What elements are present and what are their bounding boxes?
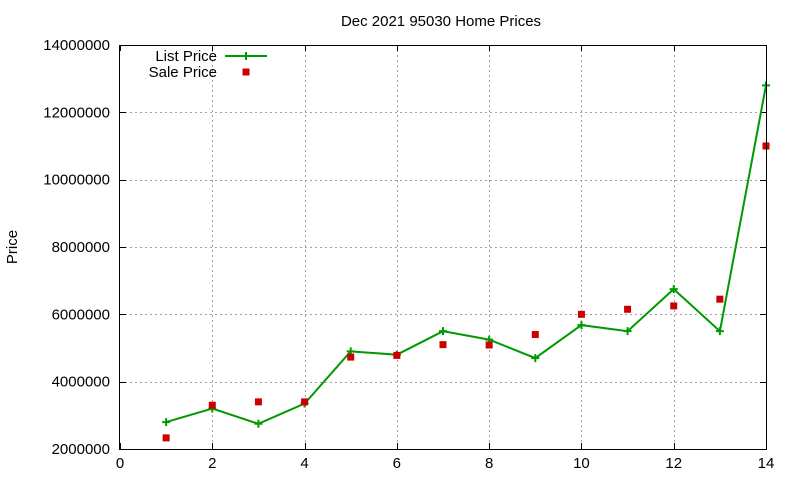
list-price-point — [577, 321, 586, 330]
sale-price-point — [531, 331, 539, 339]
y-tick-label: 10000000 — [43, 172, 110, 189]
grid-layer — [120, 45, 766, 449]
legend-label-sale-price: Sale Price — [149, 64, 217, 81]
sale-price-point — [301, 398, 309, 406]
sale-price-point — [624, 305, 632, 313]
sale-price-point — [162, 434, 170, 442]
y-tick-label: 4000000 — [52, 374, 110, 391]
x-tick-label: 4 — [300, 455, 308, 472]
series-layer — [162, 81, 770, 442]
y-tick-label: 8000000 — [52, 239, 110, 256]
sale-price-point — [716, 295, 724, 303]
sale-price-point — [208, 401, 216, 409]
chart-title: Dec 2021 95030 Home Prices — [341, 13, 541, 30]
sale-price-point — [439, 341, 447, 349]
list-price-point — [623, 327, 632, 336]
series-line-list-price — [165, 85, 767, 425]
y-tick-label: 2000000 — [52, 441, 110, 458]
list-price-point — [254, 419, 263, 428]
legend: List Price Sale Price — [149, 48, 267, 81]
x-tick-label: 2 — [208, 455, 216, 472]
y-tick-label: 12000000 — [43, 104, 110, 121]
x-tick-label: 12 — [665, 455, 682, 472]
list-price-point — [669, 285, 678, 294]
x-tick-label: 6 — [393, 455, 401, 472]
y-tick-label: 6000000 — [52, 306, 110, 323]
x-tick-label: 8 — [485, 455, 493, 472]
list-price-point — [162, 418, 171, 427]
plot-border — [119, 45, 767, 450]
list-price-point — [715, 327, 724, 336]
sale-price-point — [254, 398, 262, 406]
sale-price-point — [485, 341, 493, 349]
y-axis-label: Price — [4, 230, 21, 264]
legend-label-list-price: List Price — [155, 48, 217, 65]
list-price-point — [531, 354, 540, 363]
list-price-point — [439, 327, 447, 336]
x-tick-label: 10 — [573, 455, 590, 472]
legend-marker-list-price — [242, 52, 250, 60]
x-tick-label: 0 — [116, 455, 124, 472]
ticks-layer: 0 2 4 6 8 10 12 14 2000000 4000000 6000000 8000000 1… — [43, 37, 774, 472]
sale-price-point — [393, 351, 401, 359]
y-tick-label: 14000000 — [43, 37, 110, 54]
legend-marker-sale-price — [242, 68, 250, 76]
sale-price-point — [577, 310, 585, 318]
sale-price-point — [347, 353, 355, 361]
sale-price-point — [670, 302, 678, 310]
x-tick-label: 14 — [758, 455, 775, 472]
